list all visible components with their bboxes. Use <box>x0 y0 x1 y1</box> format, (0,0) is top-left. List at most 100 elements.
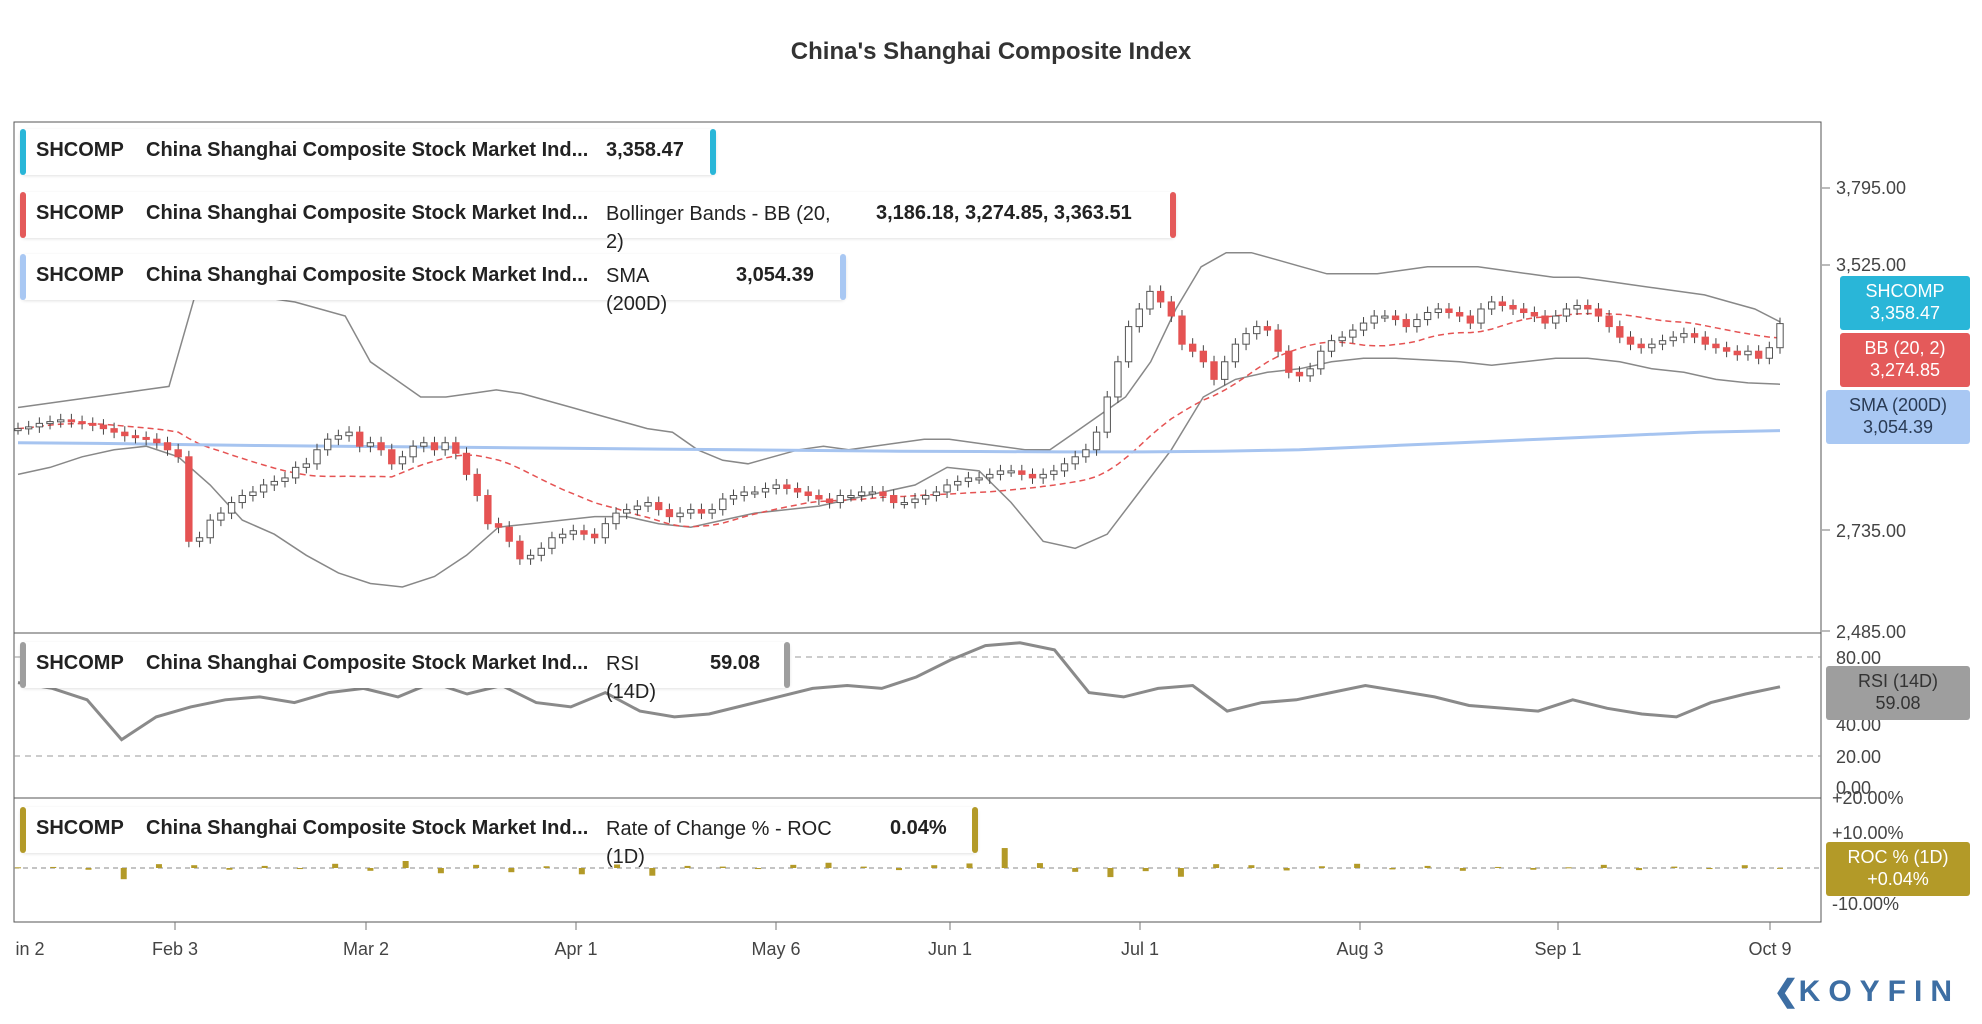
bb-value-tag: BB (20, 2) 3,274.85 <box>1840 333 1970 387</box>
candle-body <box>900 502 909 506</box>
roc-bar <box>684 865 691 868</box>
bollinger-bands <box>17 251 1781 588</box>
roc-bar <box>860 866 867 868</box>
candle-body <box>1253 326 1261 335</box>
candle-body <box>922 495 930 500</box>
roc-bar <box>85 868 92 870</box>
candle-body <box>676 512 684 518</box>
candle-body <box>1167 301 1175 317</box>
candle-body <box>1359 322 1368 331</box>
candle-body <box>1423 312 1432 321</box>
candle-body <box>121 431 129 437</box>
candle-body <box>1018 470 1026 475</box>
price-tag-value: 3,358.47 <box>1869 303 1941 323</box>
legend-price[interactable]: SHCOMP China Shanghai Composite Stock Ma… <box>20 129 716 175</box>
legend-value: 59.08 <box>710 652 761 674</box>
legend-value: 3,186.18, 3,274.85, 3,363.51 <box>876 202 1132 224</box>
candle-body <box>996 470 1005 475</box>
candle-body <box>1455 312 1464 317</box>
legend-ticker: SHCOMP <box>36 139 124 161</box>
x-axis: in 2 Feb 3 Mar 2 Apr 1 May 6 Jun 1 Jul 1 Aug 3… <box>15 922 1792 959</box>
roc-bar <box>931 865 938 868</box>
legend-sma[interactable]: SHCOMP China Shanghai Composite Stock Ma… <box>20 254 846 315</box>
candle-body <box>206 519 214 539</box>
koyfin-logo: ❮KOYFIN <box>1774 974 1960 1009</box>
legend-rsi[interactable]: SHCOMP China Shanghai Composite Stock Ma… <box>20 642 790 703</box>
candle-body <box>655 502 663 511</box>
rsi-polyline <box>17 641 1781 742</box>
legend-roc[interactable]: SHCOMP China Shanghai Composite Stock Ma… <box>20 807 978 868</box>
candle-body <box>1744 350 1752 356</box>
candle-body <box>1231 343 1240 363</box>
legend-indicator-line2: (1D) <box>606 846 645 868</box>
roc-bar <box>1530 868 1537 870</box>
roc-bar <box>1107 868 1114 878</box>
sma-value-tag: SMA (200D) 3,054.39 <box>1826 390 1970 444</box>
legend-name: China Shanghai Composite Stock Market In… <box>146 139 589 161</box>
candle-body <box>46 421 54 425</box>
legend-indicator: Rate of Change % - ROC (1D) <box>606 815 832 871</box>
legend-indicator: Bollinger Bands - BB (20, 2) <box>606 200 831 256</box>
candle-body <box>1434 308 1442 314</box>
candle-body <box>793 487 802 493</box>
candle-body <box>1520 308 1528 314</box>
roc-axis: +20.00% +10.00% -10.00% <box>1832 788 1904 914</box>
candle-body <box>484 495 492 525</box>
candle-body <box>99 424 108 430</box>
candle-body <box>1658 340 1667 345</box>
candle-body <box>1317 350 1325 370</box>
candle-body <box>57 419 65 423</box>
candle-body <box>1007 470 1015 474</box>
x-tick-label-first: in 2 <box>15 939 44 959</box>
candle-body <box>473 473 481 497</box>
roc-bar <box>1389 868 1396 870</box>
price-tick-label: 3,795.00 <box>1836 178 1906 198</box>
candle-body <box>1327 340 1336 352</box>
candle-body <box>1541 315 1549 324</box>
price-axis: 3,795.00 3,525.00 2,735.00 2,485.00 <box>1822 178 1906 642</box>
candle-body <box>1114 361 1122 398</box>
roc-bar <box>649 868 656 876</box>
candle-body <box>558 533 567 539</box>
candle-body <box>954 480 962 486</box>
roc-bar <box>1424 865 1431 868</box>
candle-body <box>377 442 385 451</box>
legend-indicator-line1: SMA <box>606 265 650 287</box>
candle-body <box>804 491 812 497</box>
roc-bar <box>1777 867 1783 869</box>
candle-body <box>505 526 513 542</box>
roc-bar <box>896 868 902 871</box>
candle-body <box>857 491 866 497</box>
rsi-tick-label: 0.00 <box>1836 778 1871 798</box>
candle-body <box>1680 333 1688 338</box>
roc-bar <box>578 868 585 875</box>
candle-body <box>1445 308 1453 314</box>
candle-body <box>633 505 642 511</box>
candle-body <box>67 419 76 423</box>
candle-body <box>270 480 278 486</box>
roc-bar <box>719 866 726 868</box>
roc-bar <box>1318 866 1325 868</box>
legend-color-bar <box>1170 192 1176 238</box>
candle-body <box>1498 301 1507 306</box>
candle-body <box>1637 343 1645 349</box>
candle-body <box>388 449 396 465</box>
rsi-tick-label: 80.00 <box>1836 648 1881 668</box>
candle-body <box>708 509 716 514</box>
candle-body <box>35 422 44 428</box>
legend-bollinger[interactable]: SHCOMP China Shanghai Composite Stock Ma… <box>20 192 1176 253</box>
roc-bar <box>1706 868 1713 870</box>
legend-value: 3,054.39 <box>736 264 814 286</box>
price-tick-label: 3,525.00 <box>1836 255 1906 275</box>
roc-bar <box>155 864 162 868</box>
candle-body <box>729 495 738 500</box>
candle-body <box>1263 326 1272 331</box>
roc-bar <box>1565 867 1572 869</box>
candle-body <box>1402 319 1410 328</box>
sma-200-polyline <box>17 429 1781 454</box>
candle-body <box>302 463 311 468</box>
legend-color-bar <box>20 129 26 175</box>
rsi-value-tag: RSI (14D) 59.08 <box>1826 666 1970 720</box>
candle-body <box>836 495 844 504</box>
candle-body <box>441 442 449 451</box>
